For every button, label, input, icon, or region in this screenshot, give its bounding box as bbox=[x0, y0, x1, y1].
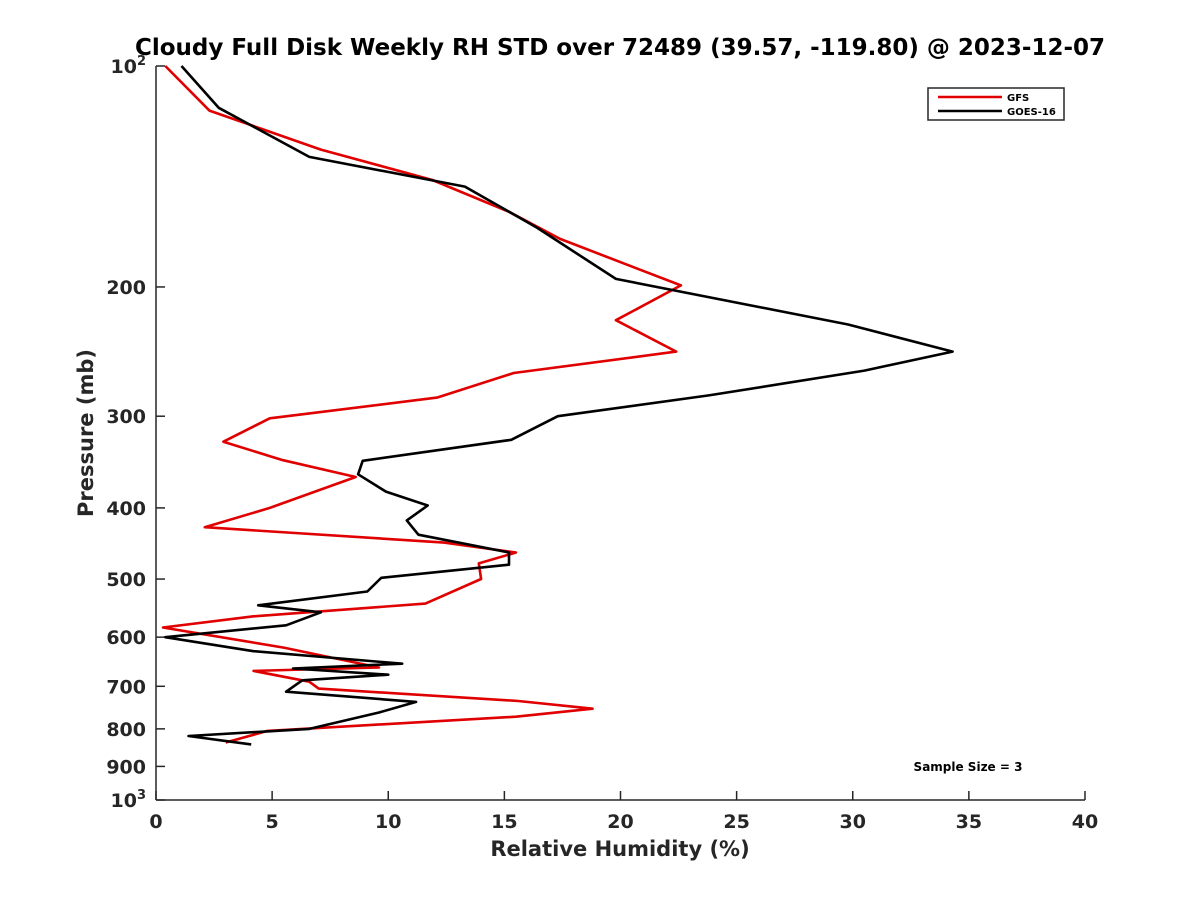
y-axis-label: Pressure (mb) bbox=[74, 349, 98, 517]
y-tick-label: 600 bbox=[106, 627, 146, 649]
y-tick-label: 800 bbox=[106, 719, 146, 741]
x-axis-ticks: 0 5 10 15 20 25 30 35 40 bbox=[149, 791, 1098, 833]
sample-size-annotation: Sample Size = 3 bbox=[914, 760, 1023, 774]
y-tick-label: 500 bbox=[106, 569, 146, 591]
x-tick-label: 25 bbox=[723, 811, 749, 833]
x-axis-label: Relative Humidity (%) bbox=[490, 837, 749, 861]
chart-title: Cloudy Full Disk Weekly RH STD over 7248… bbox=[135, 35, 1105, 61]
y-tick-label: 103 bbox=[111, 788, 147, 812]
x-tick-label: 20 bbox=[607, 811, 633, 833]
legend: GFS GOES-16 bbox=[927, 87, 1065, 121]
x-tick-label: 30 bbox=[840, 811, 866, 833]
x-tick-label: 0 bbox=[149, 811, 162, 833]
series-layer bbox=[161, 65, 954, 746]
y-tick-label: 400 bbox=[106, 498, 146, 520]
plot-area: 0 5 10 15 20 25 30 35 40 102 200 300 400 500 600 700 80… bbox=[106, 54, 1098, 833]
legend-box bbox=[927, 87, 1065, 121]
legend-label-gfs: GFS bbox=[1007, 93, 1029, 104]
x-tick-label: 40 bbox=[1072, 811, 1098, 833]
legend-label-goes16: GOES-16 bbox=[1007, 107, 1056, 118]
y-tick-label: 200 bbox=[106, 277, 146, 299]
y-axis-ticks: 102 200 300 400 500 600 700 800 900 103 bbox=[106, 54, 165, 812]
x-tick-label: 10 bbox=[375, 811, 401, 833]
x-tick-label: 5 bbox=[266, 811, 279, 833]
y-tick-label: 900 bbox=[106, 756, 146, 778]
series-line-goes-16 bbox=[164, 65, 954, 746]
y-tick-label: 102 bbox=[111, 54, 147, 78]
x-tick-label: 15 bbox=[491, 811, 517, 833]
y-tick-label: 700 bbox=[106, 676, 146, 698]
series-line-gfs bbox=[161, 65, 683, 744]
x-tick-label: 35 bbox=[956, 811, 982, 833]
y-tick-label: 300 bbox=[106, 406, 146, 428]
